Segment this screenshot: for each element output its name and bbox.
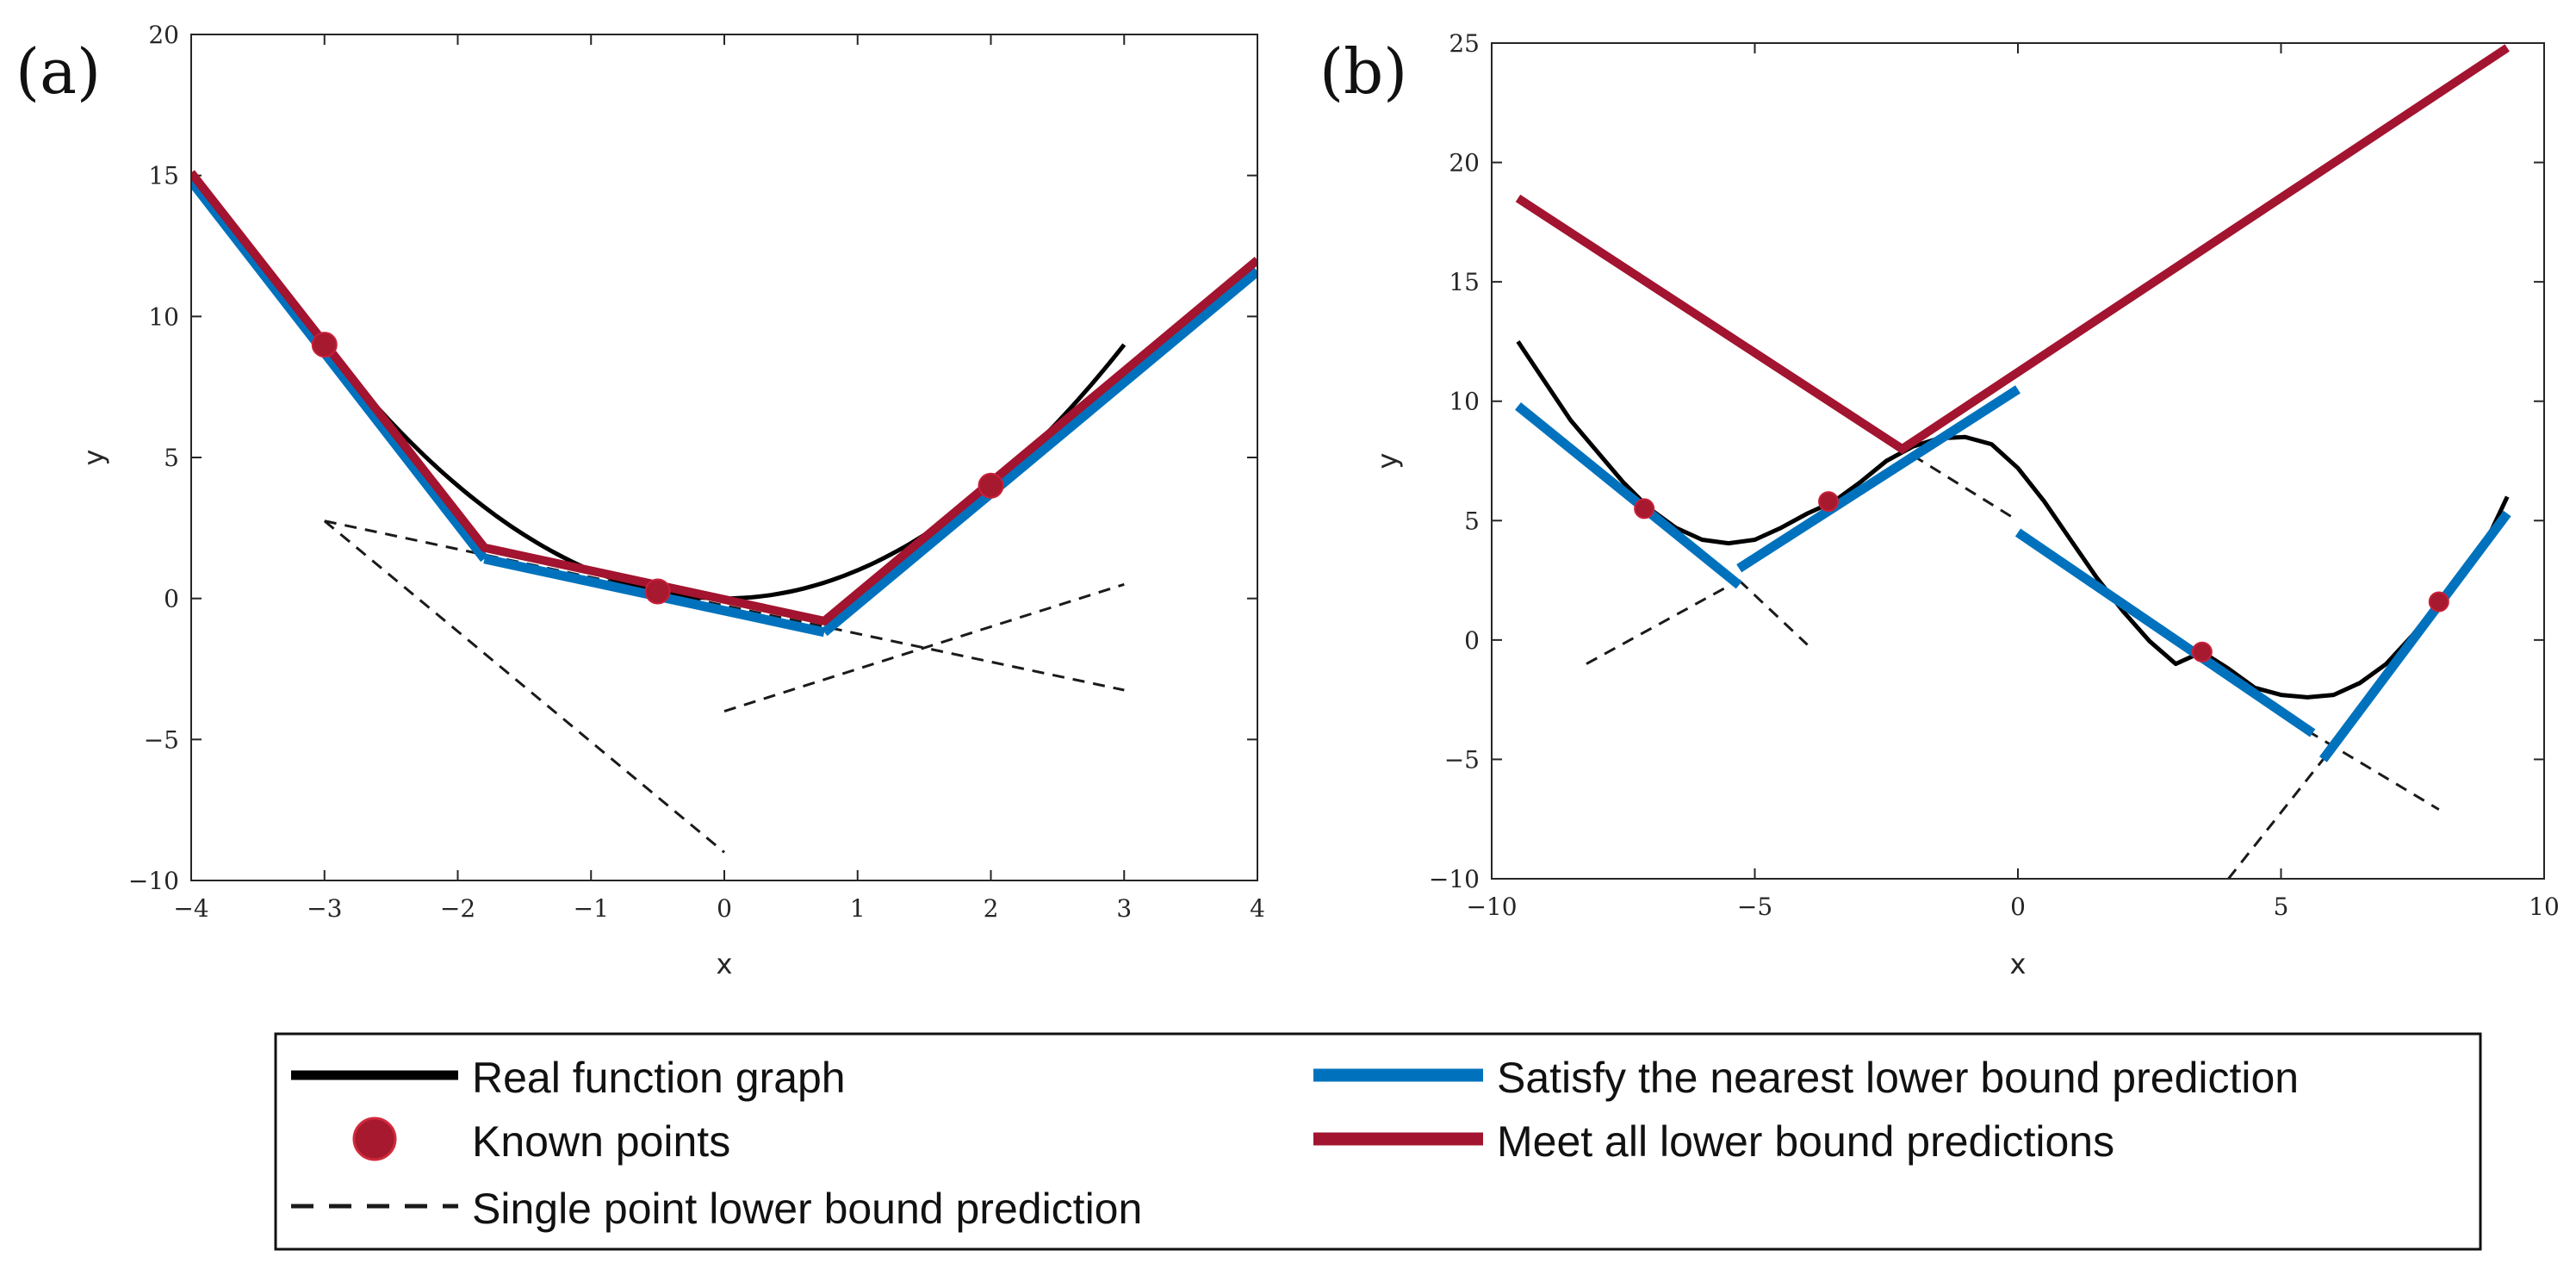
a-xtick-label: 4 [1250,894,1265,923]
b-xtick-label: 10 [2529,893,2560,921]
panel-a-plot [191,170,1257,854]
legend: Real function graph Known points Single … [274,1032,2482,1251]
b-meet-all-line [1515,44,2510,455]
b-known-point [1818,491,1840,513]
b-ytick-label: 25 [1449,29,1480,58]
b-nearest-bound-line [1736,385,2020,573]
b-known-point [2428,591,2449,613]
a-ytick-label: −5 [144,725,179,754]
legend-meet-label: Meet all lower bound predictions [1497,1117,2114,1166]
a-ytick-label: 10 [148,302,179,331]
a-single-prediction-line [324,520,1125,692]
a-known-point [978,472,1004,499]
b-ytick-label: 10 [1449,388,1480,416]
a-nearest-bound-line [191,177,488,563]
a-meet-all-line [191,170,1257,626]
panel-b-xlabel: x [2010,948,2027,980]
b-xtick-label: 5 [2274,893,2289,921]
a-xtick-label: −3 [307,894,342,923]
b-single-prediction-line [2306,729,2440,811]
a-single-prediction-line [323,520,725,854]
a-known-point [311,332,338,358]
a-nearest-bound-line [821,267,1257,637]
panel-a-xlabel: x [717,948,733,980]
legend-single-label: Single point lower bound prediction [472,1185,1142,1233]
b-single-prediction-line [1586,579,1740,665]
b-nearest-bound-line [2014,528,2316,737]
panel-b-label: (b) [1319,35,1407,108]
b-single-prediction-line [2227,758,2325,879]
b-xtick-label: −10 [1466,893,1517,921]
b-known-point [1634,498,1655,520]
a-xtick-label: −1 [574,894,609,923]
b-ytick-label: −5 [1444,745,1480,774]
a-xtick-label: −2 [440,894,475,923]
b-nearest-bound-line [2318,510,2511,762]
panel-a-ylabel: y [78,450,110,466]
b-nearest-bound-line [1515,402,1742,589]
b-ytick-label: 5 [1464,507,1480,535]
panel-a-frame [190,34,1258,881]
a-ytick-label: −10 [128,867,179,895]
b-xtick-label: −5 [1737,893,1772,921]
a-single-prediction-line [723,582,1125,713]
b-ytick-label: 0 [1464,626,1480,655]
a-xtick-label: 3 [1116,894,1132,923]
b-single-prediction-line [1738,579,1809,646]
a-ytick-label: 0 [164,585,179,613]
a-xtick-label: −4 [173,894,208,923]
b-known-point [2191,641,2213,663]
a-ytick-label: 20 [148,21,179,49]
a-known-point [644,578,671,605]
a-xtick-label: 0 [717,894,732,923]
b-ytick-label: 15 [1449,268,1480,296]
a-xtick-label: 2 [984,894,999,923]
panel-a-label: (a) [16,35,101,108]
panel-b: (b) −10 −5 0 5 10 −10 −5 0 5 10 15 20 25 x y [1319,29,2560,980]
panel-b-frame [1491,42,2545,880]
b-ytick-label: 20 [1449,149,1480,177]
panel-b-ylabel: y [1371,453,1404,470]
a-xtick-label: 1 [850,894,866,923]
panel-b-plot [1515,44,2511,879]
a-ytick-label: 5 [164,444,179,472]
legend-real-label: Real function graph [472,1054,846,1102]
a-ytick-label: 15 [148,162,179,190]
legend-nearest-label: Satisfy the nearest lower bound predicti… [1497,1054,2299,1102]
panel-b-axes: −10 −5 0 5 10 −10 −5 0 5 10 15 20 25 [1429,29,2560,921]
b-xtick-label: 0 [2010,893,2026,921]
b-ytick-label: −10 [1429,865,1480,893]
legend-known-swatch [352,1117,397,1161]
b-real-function-line [1516,340,2510,700]
legend-known-label: Known points [472,1117,730,1166]
